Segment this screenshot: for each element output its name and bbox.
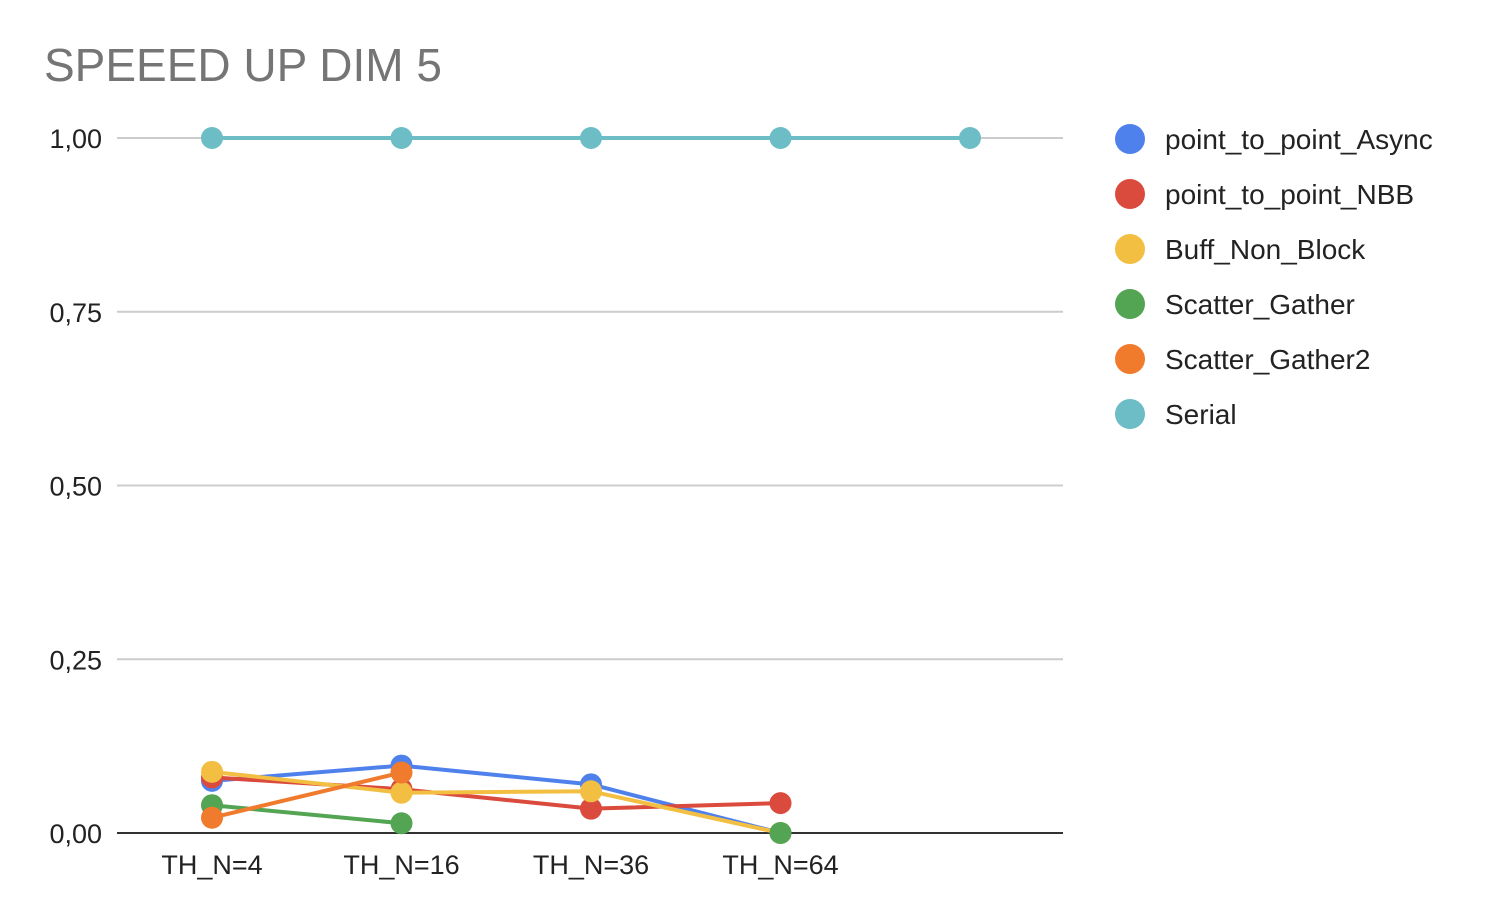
data-point[interactable] [769,822,792,844]
data-point[interactable] [580,797,602,820]
x-tick-label: TH_N=64 [722,850,838,880]
legend-marker [1115,179,1145,209]
legend-item[interactable]: Serial [1115,399,1237,430]
series-line [211,803,402,826]
series-line [211,770,402,820]
data-point[interactable] [959,127,981,149]
data-point[interactable] [390,812,413,835]
legend-marker [1115,124,1145,154]
legend-label: Scatter_Gather [1165,289,1355,320]
series-scatter-gather2 [201,761,413,829]
legend-label: Scatter_Gather2 [1165,344,1370,375]
data-point[interactable] [390,781,413,804]
data-point[interactable] [201,806,223,829]
y-tick-label: 0,00 [49,819,102,849]
x-tick-label: TH_N=36 [533,850,649,880]
legend-item[interactable]: Scatter_Gather [1115,289,1355,320]
series-line [211,763,781,835]
data-point[interactable] [390,761,413,784]
legend: point_to_point_Async point_to_point_NBB Bu… [1115,124,1433,430]
legend-item[interactable]: Scatter_Gather2 [1115,344,1370,375]
data-point[interactable] [769,792,792,815]
series-lines [201,127,981,844]
data-point[interactable] [201,760,223,783]
legend-item[interactable]: point_to_point_Async [1115,124,1433,155]
legend-label: Buff_Non_Block [1165,234,1366,265]
data-point[interactable] [390,127,413,149]
legend-label: point_to_point_Async [1165,124,1433,155]
y-tick-label: 0,50 [49,472,102,502]
series-serial [201,127,981,149]
data-point[interactable] [201,127,223,149]
x-axis-ticks: TH_N=4 TH_N=16 TH_N=36 TH_N=64 [161,850,838,880]
data-point[interactable] [580,780,602,803]
x-tick-label: TH_N=16 [343,850,459,880]
legend-label: Serial [1165,399,1237,430]
legend-label: point_to_point_NBB [1165,179,1414,210]
series-scatter-gather [201,794,792,844]
legend-item[interactable]: Buff_Non_Block [1115,234,1366,265]
series-line [211,769,781,835]
y-tick-label: 0,25 [49,645,102,675]
y-axis-ticks: 0,00 0,25 0,50 0,75 1,00 [49,124,102,849]
legend-item[interactable]: point_to_point_NBB [1115,179,1414,210]
legend-marker [1115,234,1145,264]
legend-marker [1115,399,1145,429]
x-tick-label: TH_N=4 [161,850,262,880]
legend-marker [1115,289,1145,319]
data-point[interactable] [769,127,792,149]
chart-title: SPEEED UP DIM 5 [44,39,442,91]
y-tick-label: 0,75 [49,298,102,328]
legend-marker [1115,344,1145,374]
gridlines [117,137,1063,834]
y-tick-label: 1,00 [49,124,102,154]
data-point[interactable] [580,127,602,149]
